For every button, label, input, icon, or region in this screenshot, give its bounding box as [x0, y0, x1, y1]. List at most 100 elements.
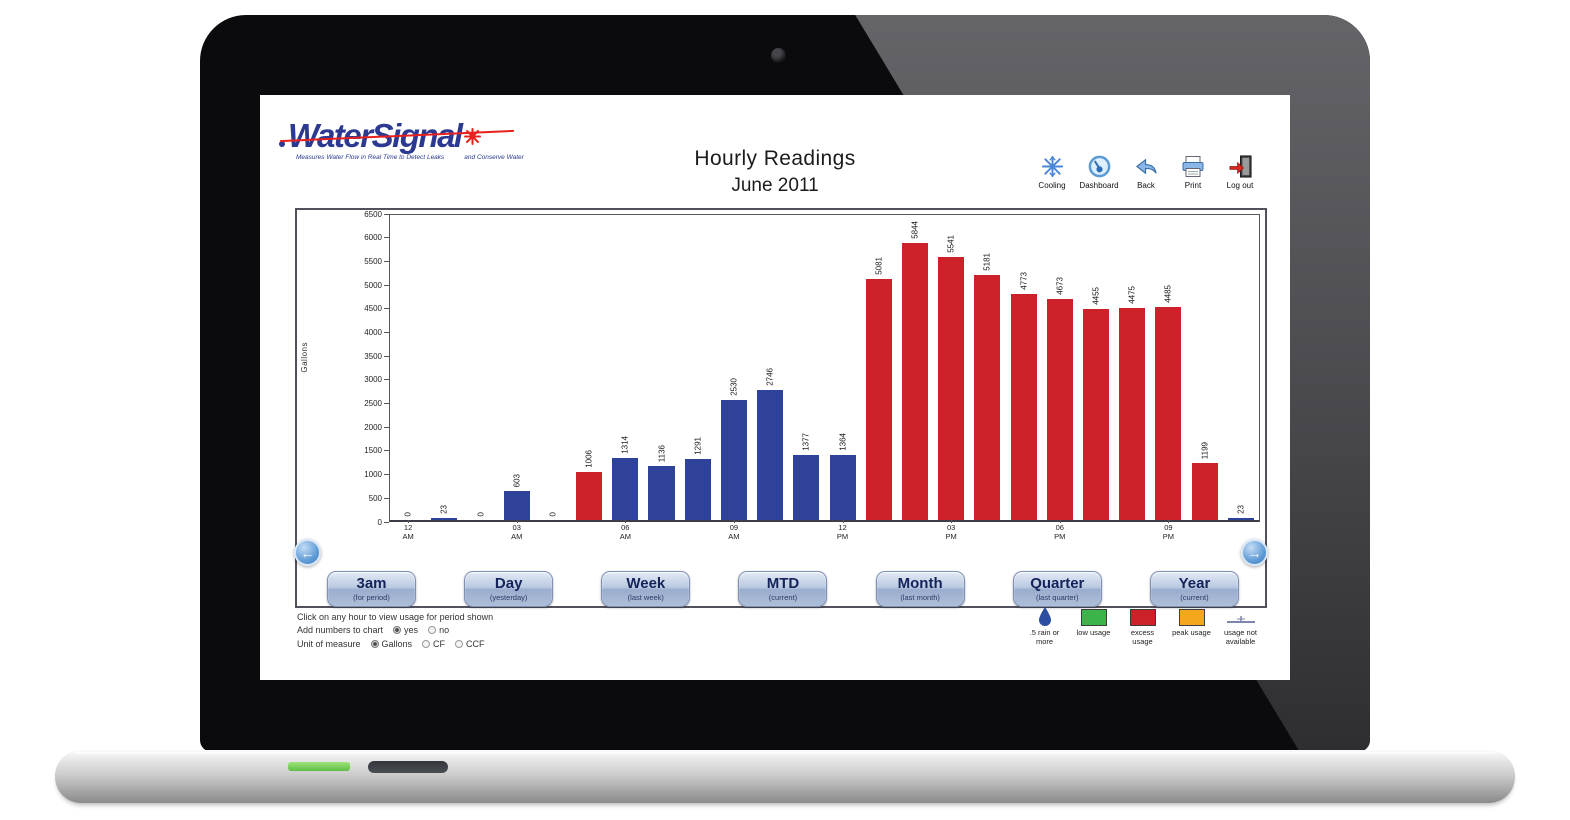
- bar-value-label: 4673: [1055, 277, 1065, 295]
- y-tick: 6000: [364, 233, 389, 243]
- radio-option-ccf[interactable]: CCF: [455, 639, 485, 649]
- bar-value-label: 1377: [801, 433, 811, 451]
- bar[interactable]: [1191, 463, 1218, 520]
- hour-bar-slot[interactable]: 0: [535, 215, 571, 520]
- x-tick-label: 06 AM: [619, 523, 631, 541]
- hint-text: Click on any hour to view usage for peri…: [297, 612, 494, 622]
- radio-circle[interactable]: [428, 625, 437, 634]
- period-button-mtd[interactable]: MTD (current): [738, 571, 828, 607]
- legend-swatch: [1178, 609, 1205, 626]
- bar[interactable]: [576, 472, 603, 520]
- cooling-button[interactable]: Cooling: [1032, 153, 1072, 190]
- hour-bar-slot[interactable]: 1199: [1186, 215, 1222, 520]
- bar[interactable]: [974, 275, 1001, 520]
- bar-value-label: 23: [1236, 505, 1246, 514]
- hour-bar-slot[interactable]: 23: [426, 215, 462, 520]
- hour-bar-slot[interactable]: 4773: [1005, 215, 1041, 520]
- period-button-year[interactable]: Year (current): [1149, 571, 1239, 607]
- radio-option-gallons[interactable]: Gallons: [370, 639, 412, 649]
- back-label: Back: [1137, 181, 1155, 190]
- back-arrow-icon: [1134, 153, 1159, 180]
- hour-bar-slot[interactable]: 0: [462, 215, 498, 520]
- legend-item: .5 rain or more: [1022, 606, 1067, 646]
- hour-bar-slot[interactable]: 603 03 AM: [499, 215, 535, 540]
- hour-bar-slot[interactable]: 5541 03 PM: [933, 215, 969, 540]
- prev-period-button[interactable]: ←: [294, 539, 321, 566]
- bar[interactable]: [793, 455, 820, 520]
- bar[interactable]: [1010, 294, 1037, 520]
- hour-bar-slot[interactable]: 5081: [861, 215, 897, 520]
- hour-bar-slot[interactable]: 1377: [788, 215, 824, 520]
- next-period-button[interactable]: →: [1241, 539, 1268, 566]
- bar[interactable]: [1155, 307, 1182, 520]
- hour-bar-slot[interactable]: 4475: [1114, 215, 1150, 520]
- bar-value-label: 1199: [1200, 441, 1210, 459]
- bar[interactable]: [431, 518, 458, 520]
- printer-icon: [1181, 153, 1205, 180]
- radio-circle[interactable]: [393, 625, 402, 634]
- hour-bar-slot[interactable]: 4455: [1078, 215, 1114, 520]
- hour-bar-slot[interactable]: 5181: [969, 215, 1005, 520]
- radio-option-no[interactable]: no: [428, 625, 449, 635]
- hour-bar-slot[interactable]: 4485 09 PM: [1150, 215, 1186, 540]
- hour-bar-slot[interactable]: 0 12 AM: [390, 215, 426, 541]
- bar[interactable]: [757, 390, 784, 520]
- y-tick: 4000: [364, 327, 389, 337]
- print-button[interactable]: Print: [1173, 153, 1213, 190]
- bar-value-label: 5541: [946, 235, 956, 253]
- laptop-bezel: WaterSignal Measures Water Flow in Real …: [200, 15, 1370, 752]
- hour-bar-slot[interactable]: 1314 06 AM: [607, 215, 643, 540]
- hour-bar-slot[interactable]: 1364 12 PM: [824, 215, 860, 540]
- logout-button[interactable]: Log out: [1220, 153, 1260, 190]
- bar[interactable]: [720, 400, 747, 520]
- snowflake-icon: [1041, 153, 1064, 180]
- hour-bar-slot[interactable]: 1291: [680, 215, 716, 520]
- left-arrow-icon: ←: [300, 544, 315, 561]
- bar[interactable]: [1082, 309, 1109, 520]
- bar[interactable]: [829, 455, 856, 520]
- bar[interactable]: [1227, 518, 1254, 520]
- x-tick-label: 12 AM: [402, 523, 414, 541]
- bar-value-label: 2746: [765, 368, 775, 386]
- y-tick: 5000: [364, 280, 389, 290]
- hour-bar-slot[interactable]: 1006: [571, 215, 607, 520]
- bar[interactable]: [1046, 299, 1073, 520]
- period-button-day[interactable]: Day (yesterday): [464, 571, 554, 607]
- dashboard-button[interactable]: Dashboard: [1079, 153, 1119, 190]
- bar[interactable]: [901, 243, 928, 520]
- hour-bar-slot[interactable]: 4673 06 PM: [1042, 215, 1078, 540]
- flatline-icon: [1226, 616, 1255, 623]
- bar[interactable]: [1119, 308, 1146, 520]
- y-tick: 6500: [364, 209, 389, 219]
- bar[interactable]: [865, 279, 892, 520]
- radio-circle[interactable]: [422, 640, 431, 649]
- bar[interactable]: [612, 458, 639, 520]
- period-button-3am[interactable]: 3am (for period): [327, 571, 416, 607]
- bar[interactable]: [684, 459, 711, 520]
- hour-bar-slot[interactable]: 23: [1223, 215, 1259, 520]
- radio-option-yes[interactable]: yes: [393, 625, 418, 635]
- legend-symbol: [1080, 606, 1107, 626]
- bar-value-label: 0: [548, 511, 558, 516]
- radio-option-cf[interactable]: CF: [422, 639, 445, 649]
- water-drop-icon: [1038, 607, 1051, 626]
- period-button-week[interactable]: Week (last week): [601, 571, 691, 607]
- radio-circle[interactable]: [455, 640, 464, 649]
- period-button-quarter[interactable]: Quarter (last quarter): [1012, 571, 1102, 607]
- bar-value-label: 2530: [729, 378, 739, 396]
- page-title: Hourly Readings June 2011: [260, 147, 1290, 197]
- bar[interactable]: [503, 491, 530, 520]
- y-axis-ticks: 0 500 1000 1500 2000 2500 3000 3500 4000 4500 5000…: [297, 210, 389, 527]
- hour-bar-slot[interactable]: 2746: [752, 215, 788, 520]
- radio-circle[interactable]: [370, 640, 379, 649]
- x-tick-label: 03 PM: [945, 523, 957, 541]
- hour-bar-slot[interactable]: 2530 09 AM: [716, 215, 752, 540]
- hour-bar-slot[interactable]: 1136: [643, 215, 679, 520]
- back-button[interactable]: Back: [1126, 153, 1166, 190]
- ir-slot: [368, 761, 448, 773]
- bar-value-label: 1291: [693, 437, 703, 455]
- period-button-month[interactable]: Month (last month): [875, 571, 965, 607]
- hour-bar-slot[interactable]: 5844: [897, 215, 933, 520]
- bar[interactable]: [648, 466, 675, 520]
- bar[interactable]: [938, 257, 965, 520]
